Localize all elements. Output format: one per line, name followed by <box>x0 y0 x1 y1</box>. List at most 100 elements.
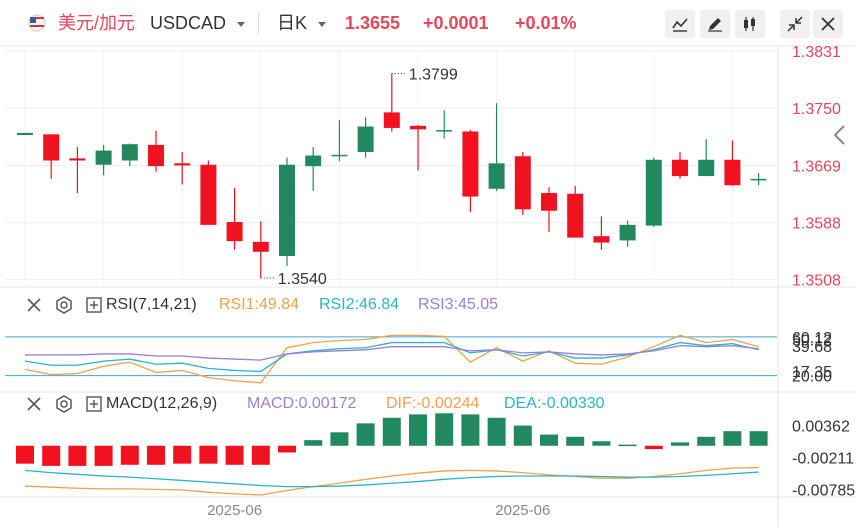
chart-style-button[interactable] <box>665 10 695 38</box>
x-axis-label: 2025-06 <box>207 502 262 519</box>
macd-histogram-bar <box>435 413 454 446</box>
price-axis-label: 1.3669 <box>792 158 841 175</box>
high-price-label: 1.3799 <box>409 66 458 83</box>
macd-histogram-bar <box>173 445 192 464</box>
macd-histogram-bar <box>94 445 113 466</box>
candle-body <box>462 131 479 197</box>
close-icon <box>821 17 835 31</box>
candle-body <box>567 193 584 238</box>
macd-histogram-bar <box>513 425 532 446</box>
rsi-lines <box>5 334 777 384</box>
draw-icon <box>708 18 722 32</box>
macd-title: MACD(12,26,9) <box>106 395 218 412</box>
chart-style-icon <box>672 18 688 32</box>
macd-histogram-bar <box>461 414 480 446</box>
x-axis-label: 2025-06 <box>495 502 550 519</box>
rsi-settings-icon[interactable] <box>55 296 73 319</box>
candle-body <box>279 164 295 256</box>
macd-axis-label: 0.00362 <box>792 418 850 435</box>
candle-body <box>226 222 243 242</box>
candle-body <box>357 126 374 152</box>
macd-histogram-bar <box>278 445 296 453</box>
macd-histogram-bar <box>16 445 34 464</box>
macd-close-icon[interactable] <box>26 396 42 417</box>
flag-icon <box>28 14 46 32</box>
price-change: +0.0001 <box>423 13 489 33</box>
rsi-add-icon[interactable] <box>86 297 102 318</box>
macd-plot <box>16 413 768 496</box>
macd-histogram-bar <box>68 445 87 466</box>
candle-body <box>436 130 453 132</box>
price-axis-label: 1.3508 <box>792 272 841 289</box>
symbol-dropdown-icon[interactable] <box>237 22 245 27</box>
candle-body <box>331 154 348 157</box>
rsi-axis-label: 50.12 <box>792 332 832 349</box>
expand-panel-button[interactable] <box>829 122 851 148</box>
macd-value: MACD:0.00172 <box>247 395 357 412</box>
macd-histogram-bar <box>225 445 244 465</box>
macd-add-icon[interactable] <box>86 396 102 417</box>
macd-histogram-bar <box>382 417 401 446</box>
candle-body <box>410 125 426 130</box>
macd-panel-header: MACD(12,26,9) MACD:0.00172 DIF:-0.00244 … <box>0 394 857 416</box>
chart-header: 美元/加元 USDCAD 日K 1.3655 +0.0001 +0.01% <box>0 0 857 46</box>
rsi-axis-label: 39.68 <box>792 339 832 356</box>
rsi-axis-label: 20.00 <box>792 369 832 386</box>
macd-histogram-bar <box>330 432 349 446</box>
macd-histogram-bar <box>723 431 742 446</box>
candle-body <box>174 163 191 166</box>
price-change-pct: +0.01% <box>515 13 577 33</box>
candle-body <box>724 159 741 186</box>
symbol-code[interactable]: USDCAD <box>150 13 227 33</box>
candlesticks <box>17 73 767 278</box>
rsi-close-icon[interactable] <box>26 297 42 318</box>
candle-body <box>672 159 688 177</box>
collapse-button[interactable] <box>780 10 810 38</box>
candle-body <box>305 155 322 167</box>
symbol-name-cn[interactable]: 美元/加元 <box>58 13 136 33</box>
macd-axis-label: -0.00211 <box>792 451 854 468</box>
last-price: 1.3655 <box>345 13 401 33</box>
indicator-icon <box>744 17 755 31</box>
macd-axis-label: -0.00785 <box>792 483 855 500</box>
macd-histogram-bar <box>697 436 716 446</box>
macd-histogram-bar <box>42 445 61 466</box>
macd-histogram-bar <box>304 440 323 446</box>
rsi3-line <box>25 345 759 361</box>
macd-histogram-bar <box>749 431 768 446</box>
macd-histogram-bar <box>356 423 375 446</box>
macd-histogram-bar <box>409 414 427 446</box>
axis-labels: 1.3831 1.3750 1.3669 1.3588 1.3508 1.3799 1.35… <box>207 44 855 519</box>
rsi1-value: RSI1:49.84 <box>219 296 300 313</box>
candle-body <box>541 193 557 211</box>
candle-body <box>619 224 636 241</box>
low-price-label: 1.3540 <box>278 271 327 288</box>
macd-settings-icon[interactable] <box>55 395 73 418</box>
chevron-left-icon <box>833 125 845 145</box>
rsi-panel-header: RSI(7,14,21) RSI1:49.84 RSI2:46.84 RSI3:… <box>0 295 857 317</box>
macd-histogram-bar <box>592 441 611 446</box>
close-button[interactable] <box>813 10 843 38</box>
candle-body <box>200 164 217 225</box>
price-axis-label: 1.3588 <box>792 216 841 233</box>
macd-histogram-bar <box>120 445 139 465</box>
rsi2-value: RSI2:46.84 <box>319 296 400 313</box>
candle-body <box>698 159 715 177</box>
candle-body <box>750 178 767 181</box>
collapse-icon <box>787 16 803 32</box>
indicator-button[interactable] <box>735 10 765 38</box>
draw-button[interactable] <box>700 10 730 38</box>
rsi-axis-label: 60.12 <box>792 330 832 347</box>
macd-histogram-bar <box>671 442 689 446</box>
macd-histogram-bar <box>540 434 558 446</box>
timeframe-dropdown-icon[interactable] <box>318 22 326 27</box>
candle-body <box>43 134 60 161</box>
header-divider <box>258 12 259 34</box>
dea-line <box>24 469 759 488</box>
candle-body <box>488 163 505 189</box>
dea-value: DEA:-0.00330 <box>504 395 605 412</box>
timeframe-label[interactable]: 日K <box>277 13 308 33</box>
candle-body <box>252 241 269 252</box>
